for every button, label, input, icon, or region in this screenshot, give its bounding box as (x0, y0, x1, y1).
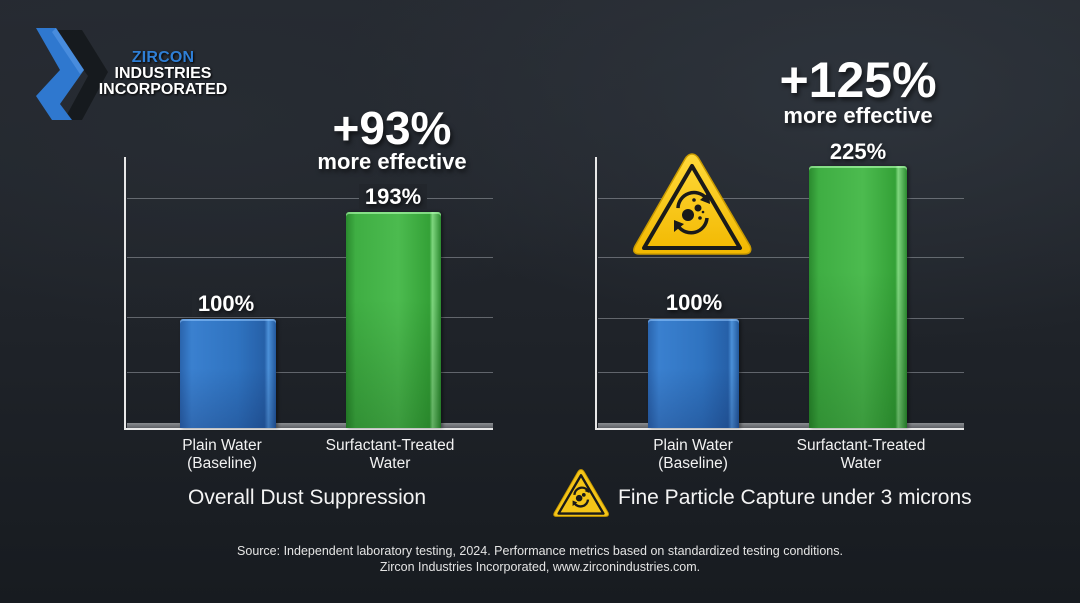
logo-line-industries: INDUSTRIES (114, 65, 212, 82)
category-label-surfactant-water: Surfactant-Treated Water (325, 437, 455, 472)
value-label-plain-water: 100% (665, 290, 723, 315)
value-label-plain-water: 100% (166, 291, 286, 316)
right-headline: +125% more effective (758, 54, 958, 128)
bar-plain-water (180, 319, 276, 428)
footer-company-line: Zircon Industries Incorporated, www.zirc… (379, 560, 701, 574)
company-logo: ZIRCON INDUSTRIES INCORPORATED (30, 24, 240, 124)
value-label-surfactant-water: 225% (829, 139, 887, 164)
right-chart-subtitle: Fine Particle Capture under 3 microns (618, 486, 972, 509)
particle-warning-icon (553, 469, 609, 517)
category-label-plain-water: Plain Water (Baseline) (653, 437, 733, 472)
chart-floor (127, 423, 493, 428)
right-headline-percent: +125% (779, 52, 937, 108)
gridline (127, 372, 493, 373)
y-axis (124, 157, 126, 430)
gridline (598, 257, 964, 258)
x-axis (595, 428, 964, 430)
category-label-surfactant-water: Surfactant-Treated Water (796, 437, 926, 472)
footer-source-line: Source: Independent laboratory testing, … (237, 544, 843, 558)
left-headline-percent: +93% (332, 102, 452, 154)
y-axis (595, 157, 597, 430)
left-headline-sub: more effective (317, 149, 467, 174)
chart-floor (598, 423, 964, 428)
gridline (598, 198, 964, 199)
value-label-surfactant-water: 193% (333, 184, 453, 209)
bar-surfactant-water (809, 166, 907, 428)
left-chart-subtitle: Overall Dust Suppression (188, 486, 427, 509)
gridline (127, 257, 493, 258)
gridline (127, 198, 493, 199)
logo-line-zircon: ZIRCON (131, 49, 195, 66)
gridline (598, 318, 964, 319)
logo-line-incorporated: INCORPORATED (98, 81, 228, 98)
bar-surfactant-water (346, 212, 441, 429)
category-label-plain-water: Plain Water (Baseline) (182, 437, 262, 472)
left-headline: +93% more effective (292, 104, 492, 174)
right-headline-sub: more effective (783, 103, 933, 128)
gridline (598, 372, 964, 373)
x-axis (124, 428, 493, 430)
chevron-z-logo-icon (36, 28, 108, 120)
gridline (127, 317, 493, 318)
bar-plain-water (648, 319, 739, 428)
source-footer: Source: Independent laboratory testing, … (140, 543, 940, 575)
particle-warning-icon (633, 153, 752, 255)
